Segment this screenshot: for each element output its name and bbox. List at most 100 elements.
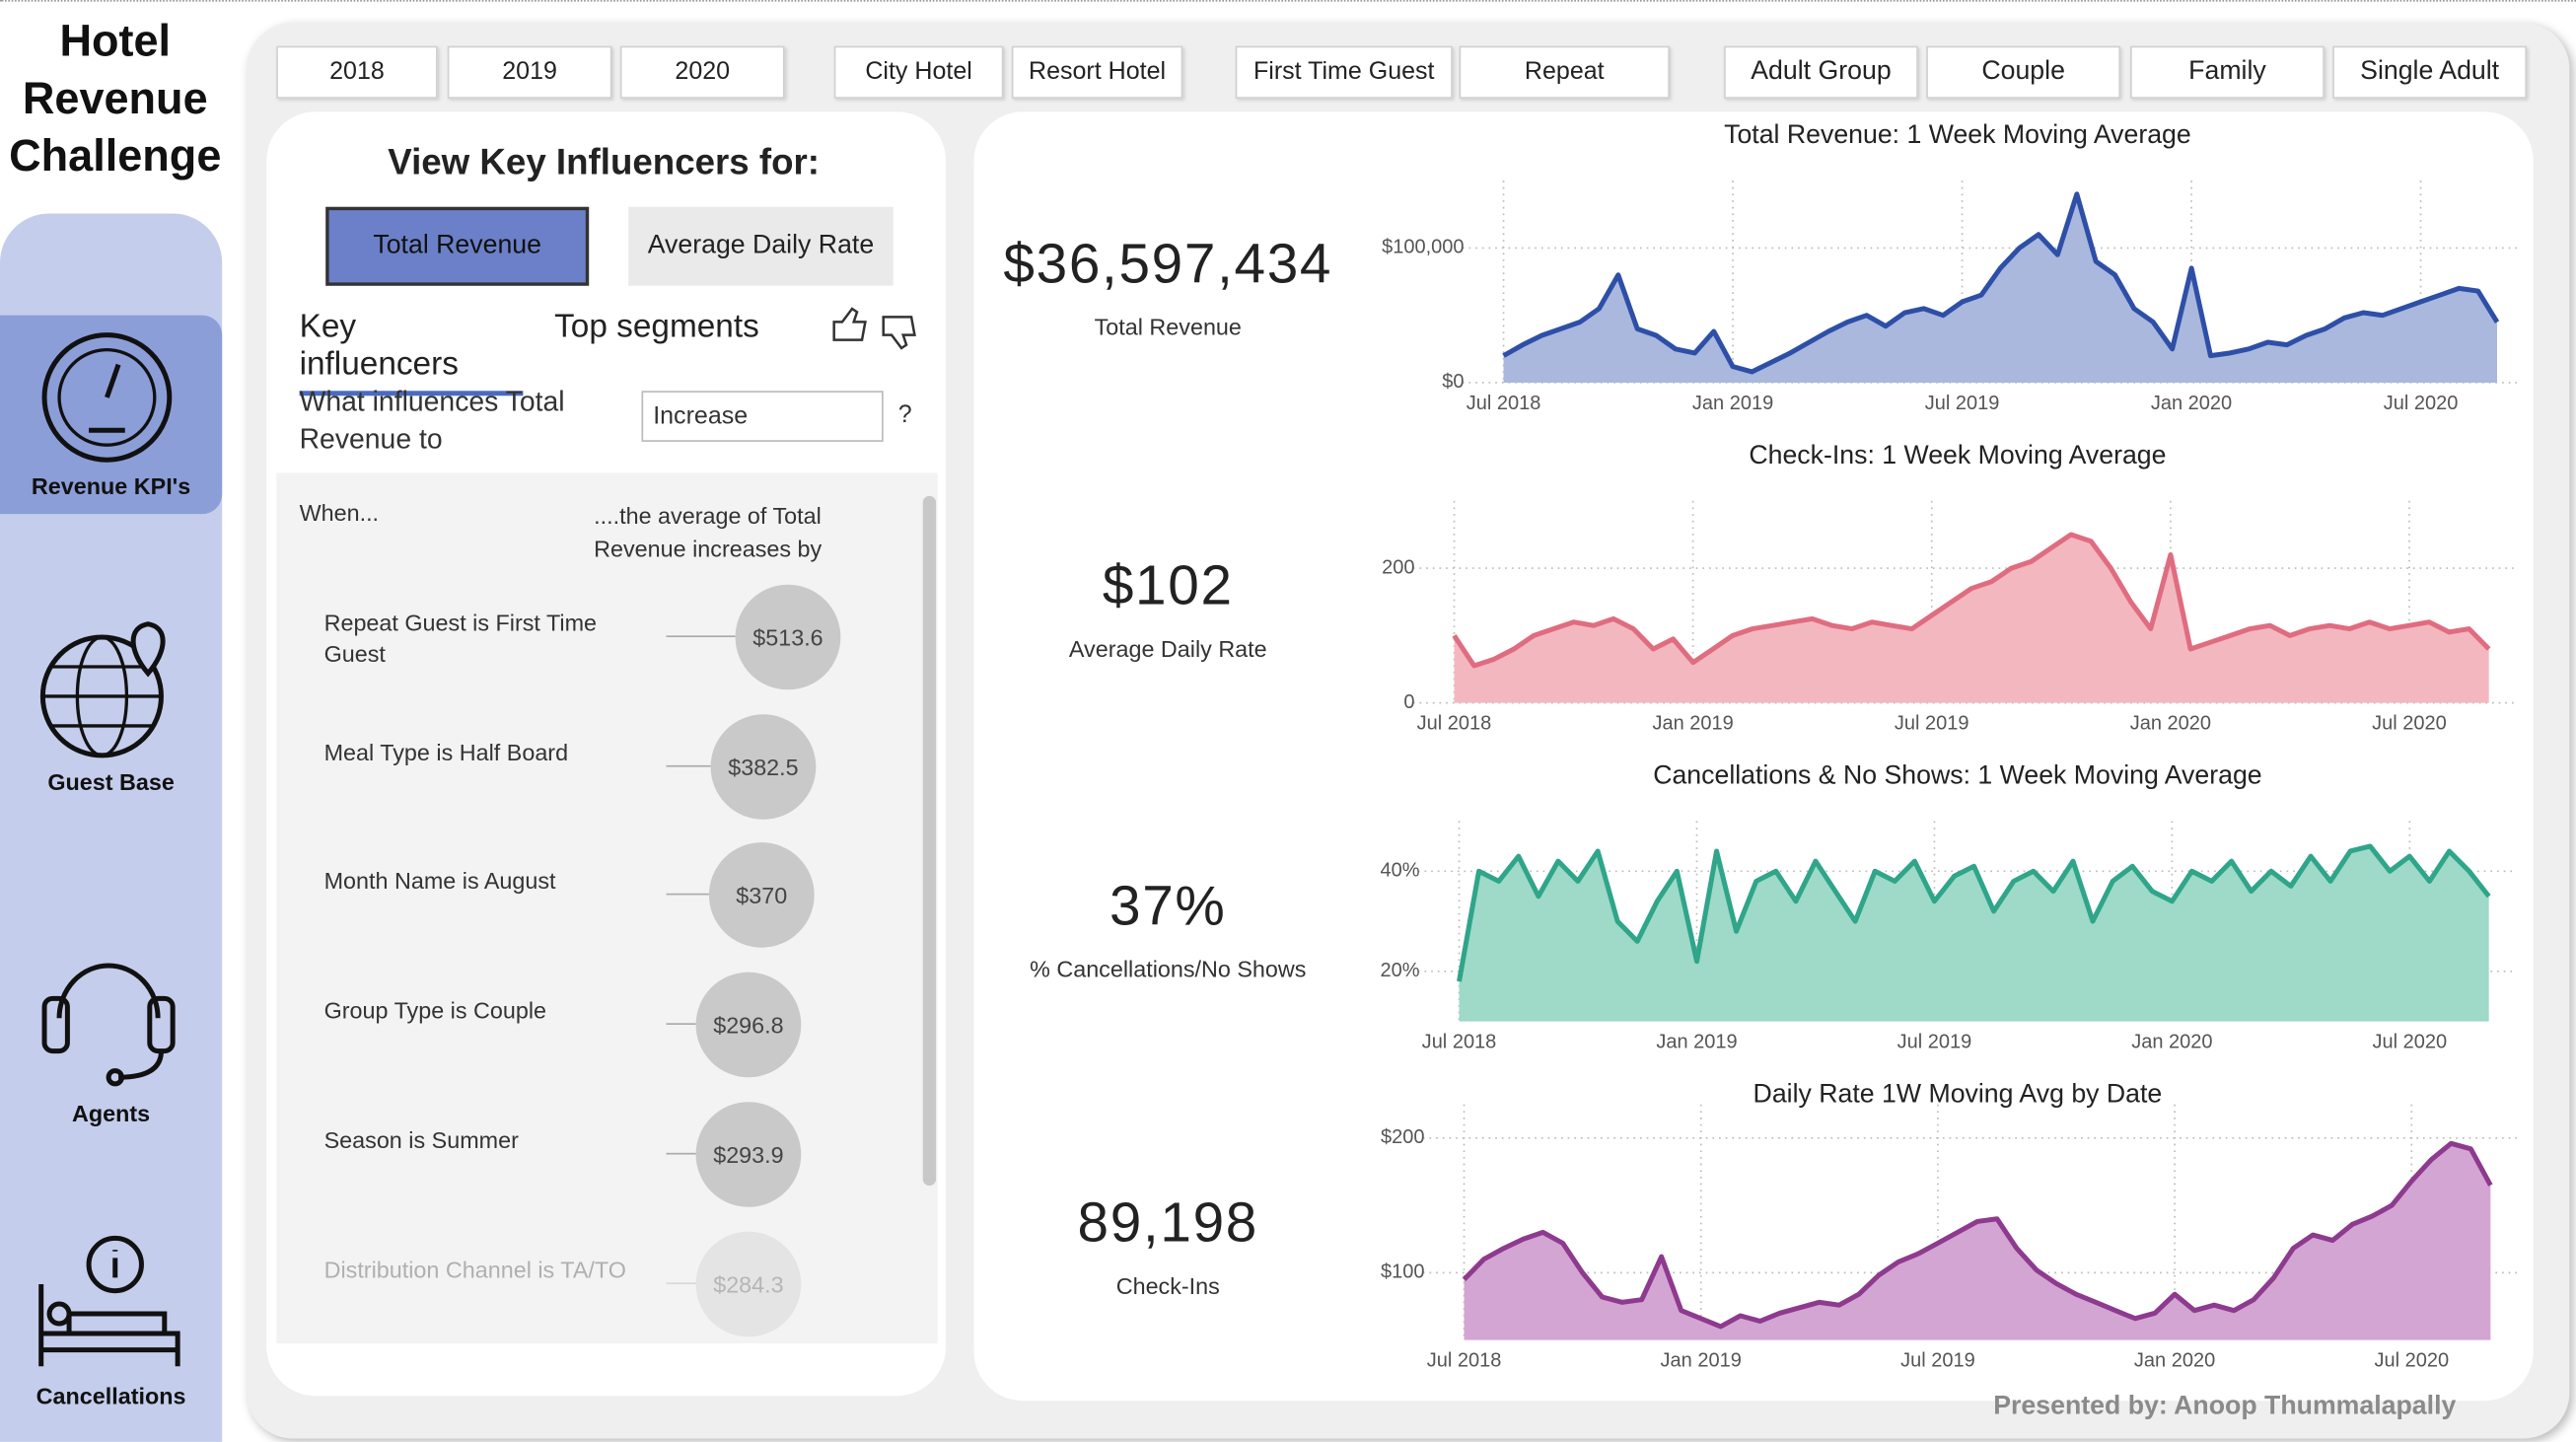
filter-button[interactable]: City Hotel [833,45,1004,99]
charts-panel [973,111,2534,1402]
nav-item[interactable]: Cancellations [36,1382,186,1409]
bubble: $284.3 [695,1230,802,1336]
filter-button[interactable]: Repeat [1459,45,1671,99]
filter-button[interactable]: Single Adult [2332,45,2528,99]
app-title: Hotel Revenue Challenge [9,16,222,181]
footer: Presented by: Anoop Thummalapally [1993,1392,2457,1421]
influencer-row[interactable]: Distribution Channel is TA/TO $284.3 [276,1218,921,1343]
filter-button[interactable]: 2019 [447,45,612,99]
filter-button[interactable]: 2020 [619,45,785,99]
filter-button[interactable]: First Time Guest [1235,45,1453,99]
headset-mic-end [106,1068,124,1087]
tab[interactable]: Top segments [554,309,759,345]
kpi-value: $102 [1102,554,1234,618]
nav-item[interactable]: Guest Base [47,768,175,795]
influencer-list: Repeat Guest is First Time Guest $513.6 Me… [276,473,921,1343]
x-tick-label: Jul 2018 [1422,1032,1497,1053]
headset-right [147,995,176,1054]
metric-button[interactable]: Average Daily Rate [628,206,894,286]
question: What influences Total Revenue to [299,386,565,456]
kpi-label: % Cancellations/No Shows [1030,956,1307,982]
bubble: $382.5 [710,713,817,820]
x-tick-label: Jan 2020 [2151,393,2232,414]
gauge-needle [89,363,125,433]
chart-title: Daily Rate 1W Moving Avg by Date [1753,1079,2163,1109]
gauge-icon-inner [57,347,157,447]
line [1502,191,2500,375]
x-tick-label: Jan 2020 [2131,1032,2212,1053]
thumb-down[interactable] [882,316,916,350]
arrow [666,894,709,897]
pin-icon [130,621,166,678]
info-icon [86,1235,144,1294]
bed-pillow [46,1301,72,1327]
headset-band [56,963,161,1019]
top-border [0,0,2576,3]
y-tick-label: 0 [1403,691,1414,713]
kpi-label: Average Daily Rate [1068,635,1267,662]
kpi-label: Check-Ins [1115,1272,1220,1300]
kpi-label: Total Revenue [1094,314,1242,340]
arrow [666,1152,696,1155]
x-tick-label: Jul 2018 [1467,393,1541,414]
bubble: $513.6 [735,584,841,690]
kpi-value: $36,597,434 [1003,233,1333,296]
globe-lines [42,665,162,728]
influencer-row[interactable]: Group Type is Couple $296.8 [276,960,921,1091]
filter-button[interactable]: Family [2130,45,2325,99]
influencer-row[interactable]: Season is Summer $293.9 [276,1089,921,1220]
column-right: ....the average of Total Revenue increas… [594,502,823,562]
x-tick-label: Jan 2019 [1692,393,1773,414]
y-tick-label: $100 [1381,1262,1425,1283]
x-tick-label: Jan 2020 [2130,713,2211,735]
metric-button[interactable]: Total Revenue [325,206,590,286]
influencer-row[interactable]: Month Name is August $370 [276,829,921,961]
x-tick-label: Jul 2018 [1427,1350,1502,1372]
arrow [666,764,711,767]
influencer-row[interactable]: Repeat Guest is First Time Guest $513.6 [276,571,921,702]
y-tick-label: 200 [1382,556,1414,578]
kpi-value: 89,198 [1077,1191,1259,1256]
influencer-label: Group Type is Couple [323,996,547,1024]
chart-title: Total Revenue: 1 Week Moving Average [1724,119,2191,149]
y-tick-label: 20% [1380,960,1419,981]
nav-item[interactable]: Agents [72,1100,151,1127]
line [1452,532,2491,669]
x-tick-label: Jan 2019 [1661,1350,1742,1372]
panel-heading: View Key Influencers for: [388,141,821,182]
area [1459,845,2489,1022]
x-tick-label: Jul 2020 [2374,1350,2449,1372]
x-tick-label: Jul 2018 [1417,713,1492,735]
x-tick-label: Jul 2020 [2372,713,2447,735]
arrow [666,1281,696,1284]
filter-button[interactable]: Adult Group [1724,45,1918,99]
chart-title: Check-Ins: 1 Week Moving Average [1749,440,2166,469]
y-tick-label: $0 [1442,371,1464,393]
x-tick-label: Jul 2019 [1897,1032,1972,1053]
thumb-up[interactable] [832,307,867,341]
x-tick-label: Jul 2019 [1925,393,2000,414]
tab[interactable]: Key influencers [299,309,524,397]
influencer-label: Season is Summer [323,1125,519,1153]
nav-item[interactable]: Revenue KPI's [31,472,191,500]
kpi-value: 37% [1109,875,1227,938]
y-tick-label: $200 [1381,1126,1425,1148]
arrow [666,635,736,638]
x-tick-label: Jul 2020 [2373,1032,2448,1053]
filter-button[interactable]: Couple [1926,45,2121,99]
y-tick-label: $100,000 [1382,237,1464,258]
influencer-label: Meal Type is Half Board [323,738,569,765]
headset-mic [118,1050,164,1080]
bubble: $370 [708,842,815,949]
influencer-row[interactable]: Meal Type is Half Board $382.5 [276,700,921,831]
influencer-label: Month Name is August [323,867,556,895]
headset-left [41,995,70,1054]
filter-button[interactable]: 2018 [276,45,438,99]
arrow [666,1023,696,1026]
help-mark[interactable]: ? [897,400,912,429]
influencer-label: Distribution Channel is TA/TO [323,1255,626,1282]
filter-button[interactable]: Resort Hotel [1011,45,1183,99]
line [1457,843,2491,982]
dropdown[interactable]: Increase [641,391,884,442]
